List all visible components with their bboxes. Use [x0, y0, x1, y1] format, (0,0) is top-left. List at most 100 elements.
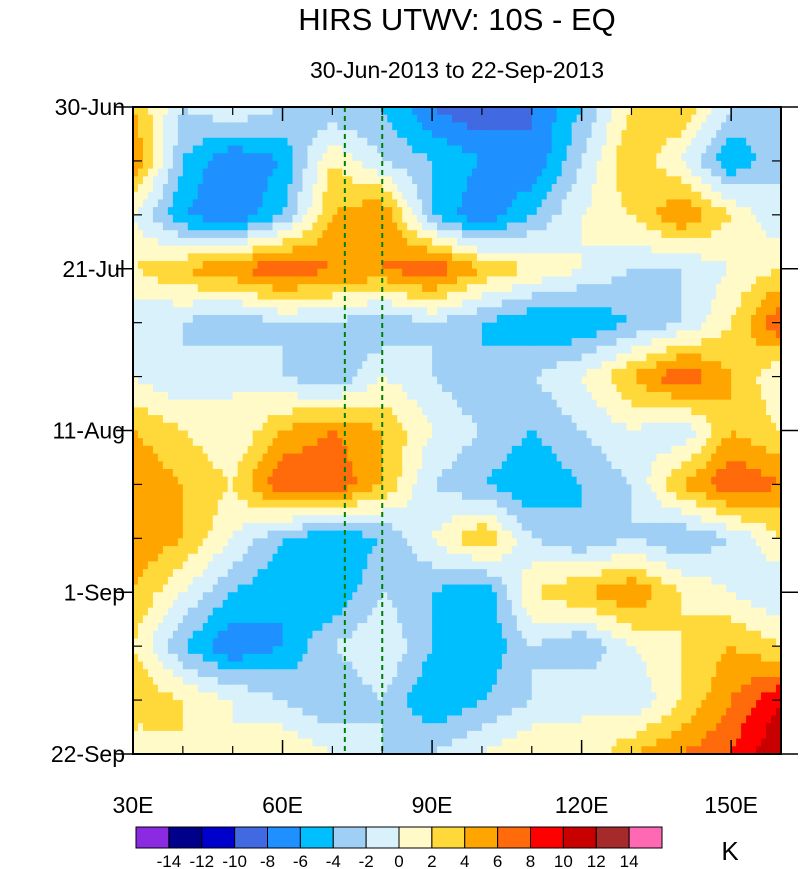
heatmap-cell [307, 137, 314, 147]
heatmap-cell [646, 276, 652, 285]
heatmap-cell [686, 368, 692, 378]
heatmap-cell [172, 230, 179, 239]
heatmap-cell [302, 160, 309, 170]
heatmap-cell [521, 191, 528, 201]
heatmap-cell [681, 199, 687, 208]
heatmap-cell [242, 391, 249, 401]
heatmap-cell [402, 114, 408, 123]
heatmap-cell [202, 230, 209, 239]
heatmap-cell [197, 114, 204, 123]
heatmap-cell [571, 376, 578, 385]
heatmap-cell [701, 268, 707, 278]
heatmap-cell [561, 245, 568, 254]
heatmap-cell [142, 291, 149, 301]
heatmap-cell [352, 368, 358, 378]
heatmap-cell [716, 184, 722, 193]
heatmap-cell [766, 114, 772, 123]
heatmap-cell [736, 314, 742, 324]
heatmap-cell [601, 322, 608, 331]
heatmap-cell [736, 168, 742, 177]
heatmap-cell [412, 361, 418, 370]
heatmap-cell [232, 291, 239, 301]
heatmap-cell [736, 284, 742, 293]
heatmap-cell [731, 361, 737, 370]
heatmap-cell [427, 176, 433, 185]
heatmap-cell [571, 307, 578, 316]
heatmap-cell [332, 268, 338, 278]
heatmap-cell [352, 314, 358, 324]
heatmap-cell [486, 291, 493, 301]
heatmap-cell [531, 199, 538, 208]
heatmap-cell [197, 299, 204, 308]
heatmap-cell [511, 307, 518, 316]
heatmap-cell [536, 114, 543, 123]
heatmap-cell [232, 160, 239, 170]
heatmap-cell [771, 299, 777, 308]
heatmap-cell [232, 222, 239, 231]
heatmap-cell [736, 276, 742, 285]
heatmap-cell [157, 376, 164, 385]
heatmap-cell [422, 299, 428, 308]
heatmap-cell [362, 314, 368, 324]
heatmap-cell [771, 361, 777, 370]
heatmap-cell [427, 184, 433, 193]
heatmap-cell [417, 376, 423, 385]
heatmap-cell [626, 345, 633, 355]
heatmap-cell [531, 137, 538, 147]
heatmap-cell [262, 391, 269, 401]
heatmap-cell [566, 184, 573, 193]
heatmap-cell [317, 314, 324, 324]
heatmap-cell [437, 384, 443, 393]
heatmap-cell [561, 368, 568, 378]
heatmap-cell [641, 184, 648, 193]
heatmap-cell [576, 291, 583, 301]
heatmap-cell [711, 130, 717, 139]
heatmap-cell [367, 261, 373, 270]
heatmap-cell [676, 245, 682, 254]
heatmap-cell [437, 276, 443, 285]
heatmap-cell [511, 322, 518, 331]
heatmap-cell [696, 191, 702, 201]
heatmap-cell [546, 191, 553, 201]
heatmap-cell [237, 184, 244, 193]
heatmap-cell [526, 114, 533, 123]
heatmap-cell [711, 345, 717, 355]
heatmap-cell [412, 207, 418, 216]
heatmap-cell [576, 368, 583, 378]
heatmap-cell [546, 184, 553, 193]
heatmap-cell [133, 338, 139, 347]
heatmap-cell [432, 130, 438, 139]
heatmap-cell [731, 353, 737, 362]
heatmap-cell [347, 168, 353, 177]
heatmap-cell [237, 307, 244, 316]
heatmap-cell [242, 176, 249, 185]
heatmap-cell [461, 284, 468, 293]
heatmap-cell [377, 245, 383, 254]
heatmap-cell [332, 137, 338, 147]
heatmap-cell [581, 330, 588, 339]
heatmap-cell [272, 207, 279, 216]
heatmap-cell [192, 361, 199, 370]
heatmap-cell [362, 399, 368, 408]
heatmap-cell [546, 222, 553, 231]
heatmap-cell [641, 153, 648, 162]
heatmap-cell [486, 330, 493, 339]
heatmap-cell [501, 314, 508, 324]
heatmap-cell [147, 276, 154, 285]
heatmap-cell [402, 291, 408, 301]
heatmap-cell [651, 291, 657, 301]
heatmap-cell [756, 338, 762, 347]
heatmap-cell [596, 145, 603, 154]
heatmap-cell [302, 284, 309, 293]
heatmap-cell [352, 191, 358, 201]
heatmap-cell [646, 345, 652, 355]
heatmap-cell [766, 245, 772, 254]
heatmap-cell [387, 145, 393, 154]
heatmap-cell [471, 353, 478, 362]
heatmap-cell [422, 207, 428, 216]
heatmap-cell [651, 368, 657, 378]
heatmap-cell [257, 361, 264, 370]
heatmap-cell [187, 191, 194, 201]
heatmap-cell [457, 214, 463, 224]
heatmap-cell [267, 384, 274, 393]
